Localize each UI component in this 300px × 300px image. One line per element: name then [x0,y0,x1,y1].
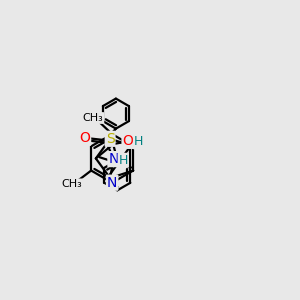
Text: N: N [108,152,119,166]
Text: O: O [122,134,134,148]
Text: CH₃: CH₃ [61,179,82,189]
Text: N: N [107,176,117,190]
Text: S: S [106,132,115,146]
Text: CH₃: CH₃ [82,113,103,123]
Text: O: O [79,131,90,145]
Text: H: H [118,154,128,167]
Text: H: H [134,135,143,148]
